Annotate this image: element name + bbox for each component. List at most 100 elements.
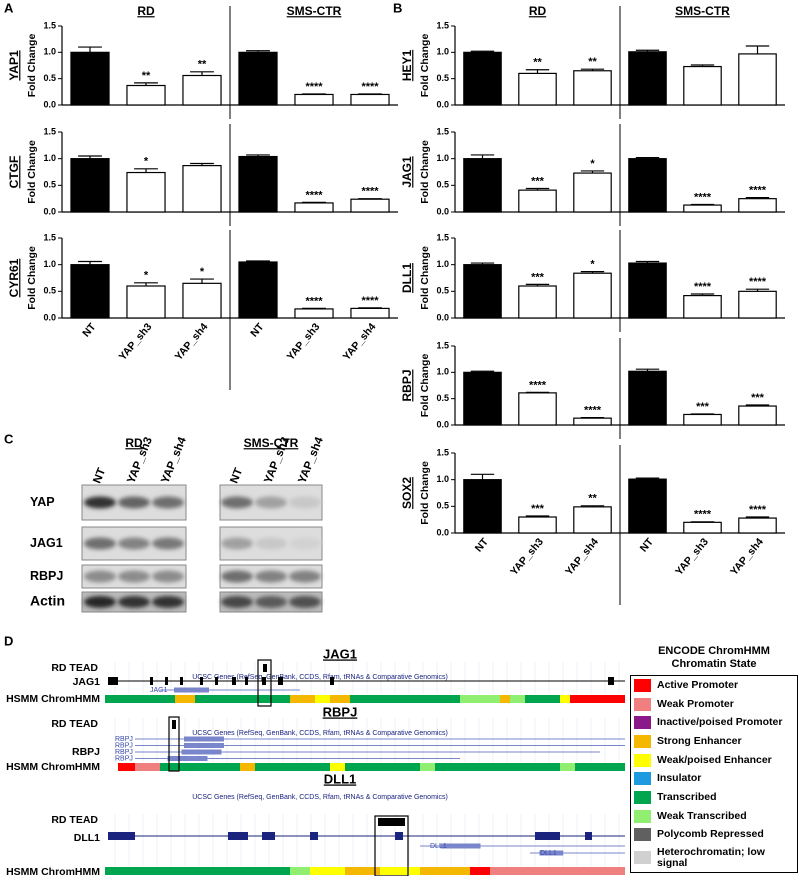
chromhmm-segment xyxy=(435,763,560,771)
x-tick-label: NT xyxy=(80,321,99,340)
blot-band xyxy=(289,570,321,583)
error-bar xyxy=(580,505,605,507)
bar xyxy=(463,479,502,534)
bar xyxy=(573,172,612,213)
y-tick-label: 0.0 xyxy=(436,99,449,109)
error-bar xyxy=(302,93,326,95)
bar xyxy=(738,198,777,213)
blot-band xyxy=(152,570,184,583)
gene-label: JAG1 xyxy=(400,156,414,188)
bar xyxy=(182,74,222,106)
error-bar xyxy=(635,477,660,480)
bar xyxy=(683,295,722,319)
chromhmm-segment xyxy=(560,763,575,771)
bar xyxy=(238,51,278,106)
significance: *** xyxy=(531,175,545,187)
bar xyxy=(628,370,667,426)
exon xyxy=(228,832,248,840)
bar xyxy=(350,307,390,319)
panel-label: C xyxy=(4,431,14,446)
exon xyxy=(200,677,203,685)
error-bar xyxy=(78,155,102,159)
bar xyxy=(628,262,667,319)
legend-label: Weak/poised Enhancer xyxy=(657,753,772,766)
bar xyxy=(350,198,390,213)
exon xyxy=(245,677,248,685)
legend-entry: Weak/poised Enhancer xyxy=(634,753,794,767)
error-bar xyxy=(190,162,214,166)
error-bar xyxy=(745,404,770,407)
chromhmm-segment xyxy=(105,867,290,875)
gene-label: DLL1 xyxy=(400,263,414,293)
chromhmm-segment xyxy=(195,695,290,703)
isoform-exon xyxy=(167,756,208,761)
exon xyxy=(262,677,266,685)
blot-row-label: JAG1 xyxy=(30,536,63,550)
significance: * xyxy=(144,270,149,282)
tead-peak xyxy=(172,720,176,729)
significance: **** xyxy=(305,189,323,201)
bar xyxy=(683,65,722,106)
group-label: RD xyxy=(529,4,547,18)
significance: ** xyxy=(588,56,597,68)
blot-band xyxy=(84,496,116,509)
error-bar xyxy=(690,293,715,296)
track-label: RD TEAD xyxy=(51,814,98,826)
chromhmm-segment xyxy=(380,867,420,875)
error-bar xyxy=(525,69,550,74)
legend-label: Weak Promoter xyxy=(657,697,734,710)
isoform-exon xyxy=(174,687,209,693)
isoform-exon xyxy=(181,749,222,755)
error-bar xyxy=(134,82,158,86)
track-label: HSMM ChromHMM xyxy=(6,866,100,876)
exon xyxy=(215,677,218,685)
track-label: RBPJ xyxy=(72,746,100,758)
chromhmm-segment xyxy=(420,763,435,771)
y-axis-label: Fold Change xyxy=(419,246,431,310)
significance: **** xyxy=(749,185,767,197)
chromhmm-segment xyxy=(560,695,570,703)
chromhmm-segment xyxy=(310,867,345,875)
bar xyxy=(294,308,334,319)
chromhmm-segment xyxy=(570,695,625,703)
error-bar xyxy=(525,515,550,517)
significance: **** xyxy=(361,186,379,198)
y-tick-label: 1.0 xyxy=(43,153,56,163)
blot-band xyxy=(255,570,287,583)
isoform-label: RBPJ xyxy=(115,736,133,743)
bar xyxy=(238,155,278,213)
error-bar xyxy=(470,262,495,265)
bar xyxy=(238,261,278,319)
significance: **** xyxy=(694,281,712,293)
error-bar xyxy=(246,154,270,157)
chromhmm-segment xyxy=(460,695,500,703)
bar xyxy=(463,51,502,106)
error-bar xyxy=(302,307,326,309)
isoform-label: JAG1 xyxy=(150,687,168,694)
x-tick-label: NT xyxy=(248,321,267,340)
y-tick-label: 0.0 xyxy=(436,206,449,216)
blot-band xyxy=(84,537,116,550)
group-label: RD xyxy=(137,4,155,18)
blot-band xyxy=(221,596,253,608)
error-bar xyxy=(78,46,102,53)
y-axis-label: Fold Change xyxy=(419,354,431,418)
bar xyxy=(518,516,557,534)
exon xyxy=(262,832,275,840)
x-tick-label: NT xyxy=(638,536,657,555)
track-label: JAG1 xyxy=(73,676,101,688)
chromhmm-segment xyxy=(350,695,460,703)
tead-peak xyxy=(263,664,267,672)
bar xyxy=(350,93,390,106)
exon xyxy=(330,677,334,685)
legend-label: Strong Enhancer xyxy=(657,734,742,747)
exon xyxy=(608,677,614,685)
isoform-label: DLL1 xyxy=(540,850,557,857)
exon xyxy=(232,677,236,685)
significance: **** xyxy=(694,191,712,203)
gene-label: CTGF xyxy=(7,156,21,189)
group-label: SMS-CTR xyxy=(287,4,342,18)
chromhmm-segment xyxy=(315,695,330,703)
error-bar xyxy=(690,413,715,415)
